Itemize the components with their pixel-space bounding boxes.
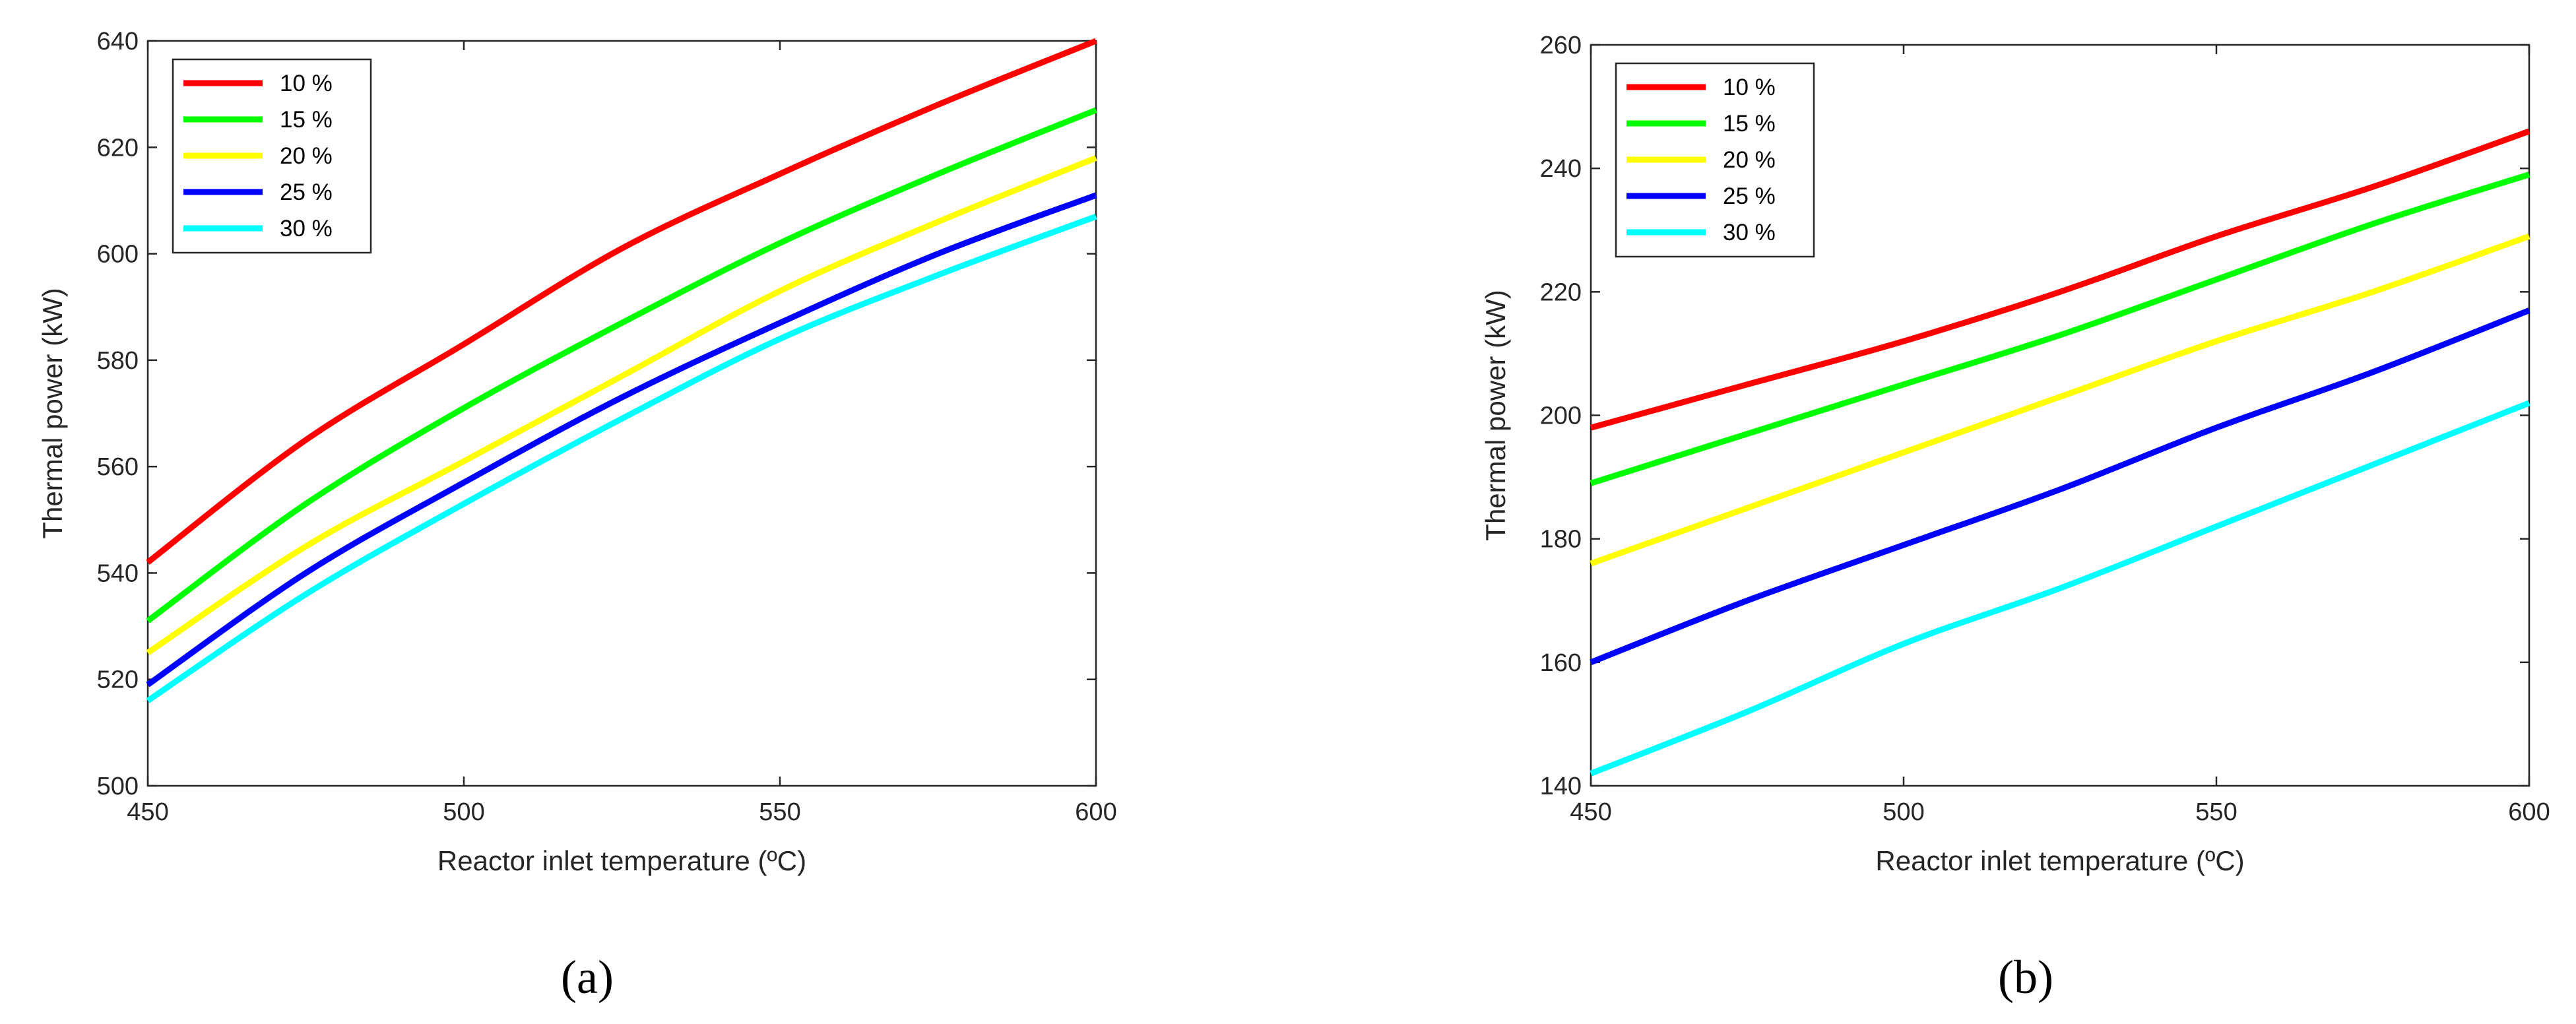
series-line-20 [146,155,1097,656]
y-tick-label: 160 [1540,649,1582,677]
y-tick-label: 140 [1540,773,1582,800]
x-tick-label: 550 [759,798,800,826]
series-line-10 [1590,128,2530,431]
series-line-30 [1590,400,2530,777]
legend-label: 10 % [1723,75,1776,100]
x-tick-label: 550 [2195,798,2237,826]
series-line-15 [146,107,1097,624]
legend-label: 15 % [1723,111,1776,137]
legend-label: 25 % [280,179,333,205]
y-tick-label: 520 [97,666,139,694]
y-axis-title: Thermal power (kW) [1480,290,1511,540]
x-axis-title: Reactor inlet temperature (ºC) [1875,845,2244,876]
x-tick-label: 500 [443,798,484,826]
legend-label: 30 % [1723,220,1776,245]
legend-label: 20 % [280,143,333,169]
y-tick-label: 220 [1540,278,1582,306]
series-line-25 [146,192,1097,688]
series-line-15 [1590,172,2530,486]
y-tick-label: 200 [1540,402,1582,430]
series-line-25 [1590,307,2530,666]
chart-panel-b: 450 500 550 600 140 160 180 200 220 240 260 Reactor… [1480,32,2550,1004]
legend-label: 20 % [1723,147,1776,173]
y-tick-label: 580 [97,347,139,375]
x-tick-label: 450 [127,798,168,826]
y-tick-label: 260 [1540,32,1582,59]
x-tick-label: 500 [1883,798,1924,826]
x-tick-label: 600 [1075,798,1116,826]
series-line-10 [146,38,1097,565]
y-tick-label: 600 [97,241,139,269]
x-tick-label: 600 [2508,798,2550,826]
legend-label: 10 % [280,71,333,96]
x-axis-title: Reactor inlet temperature (ºC) [437,845,806,876]
y-tick-label: 500 [97,773,139,800]
y-tick-label: 560 [97,453,139,481]
panel-label: (a) [561,951,614,1004]
series-line-30 [146,213,1097,703]
legend-label: 15 % [280,107,333,133]
x-tick-label: 450 [1570,798,1611,826]
chart-panel-a: 450 500 550 600500520540560580600620640Reac… [37,28,1117,1004]
legend-label: 30 % [280,216,333,241]
y-tick-label: 540 [97,560,139,587]
y-tick-label: 640 [97,28,139,55]
y-tick-label: 620 [97,134,139,162]
panel-label: (b) [1998,951,2053,1004]
y-axis-title: Thermal power (kW) [37,288,68,538]
y-tick-label: 180 [1540,526,1582,554]
y-tick-label: 240 [1540,155,1582,183]
legend-label: 25 % [1723,183,1776,209]
series-line-20 [1590,233,2530,567]
